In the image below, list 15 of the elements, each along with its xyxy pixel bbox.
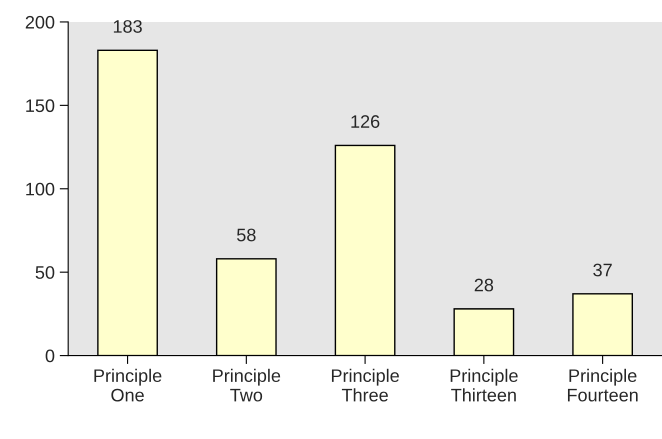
- data-label: 58: [237, 228, 256, 242]
- y-tick-label: 150: [26, 99, 54, 112]
- data-label: 183: [114, 20, 142, 33]
- y-tick-label: 100: [26, 182, 54, 196]
- x-tick-label: Principle Thirteen: [450, 368, 518, 402]
- data-label: 126: [351, 115, 380, 128]
- data-label: 28: [474, 278, 494, 292]
- x-tick-label: Principle Two: [213, 368, 280, 402]
- y-tick-label: 200: [26, 16, 54, 29]
- x-tick-label: Principle Fourteen: [568, 368, 638, 402]
- y-tick-label: 0: [46, 350, 54, 362]
- data-label: 37: [593, 264, 612, 276]
- y-tick-label: 50: [36, 266, 54, 279]
- x-tick-label: Principle Three: [332, 368, 399, 402]
- x-tick-label: Principle One: [94, 368, 162, 402]
